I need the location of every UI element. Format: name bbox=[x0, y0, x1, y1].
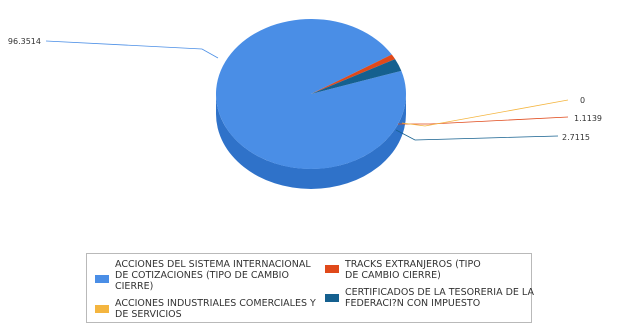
callout-line-acciones-sic bbox=[45, 40, 219, 59]
pie-slice-acciones-sic bbox=[216, 19, 407, 170]
callout-line-tracks-extranjeros bbox=[398, 116, 569, 125]
pie-slices bbox=[216, 19, 407, 170]
value-label-certificados-tesoreria: 2.7115 bbox=[562, 133, 590, 142]
legend-label-acciones-industriales: ACCIONES INDUSTRIALES COMERCIALES Y DE S… bbox=[115, 298, 316, 320]
legend-label-certificados-tesoreria: CERTIFICADOS DE LA TESORERIA DE LA FEDER… bbox=[345, 287, 534, 309]
value-label-acciones-sic: 96.3514 bbox=[8, 37, 41, 46]
legend-swatch-certificados-tesoreria bbox=[325, 294, 339, 302]
value-label-acciones-industriales: 0 bbox=[580, 96, 585, 105]
callout-line-acciones-industriales bbox=[401, 99, 569, 127]
pie-slice-certificados-tesoreria bbox=[311, 59, 402, 94]
callout-line-certificados-tesoreria bbox=[395, 129, 559, 141]
chart-legend: ACCIONES DEL SISTEMA INTERNACIONAL DE CO… bbox=[86, 253, 534, 323]
legend-label-tracks-extranjeros: TRACKS EXTRANJEROS (TIPO DE CAMBIO CIERR… bbox=[345, 259, 481, 281]
legend-label-acciones-sic: ACCIONES DEL SISTEMA INTERNACIONAL DE CO… bbox=[115, 259, 311, 292]
pie-chart: 96.3514 1.1139 0 2.7115 bbox=[8, 19, 602, 189]
legend-swatch-tracks-extranjeros bbox=[325, 265, 339, 273]
pie-sides bbox=[216, 94, 406, 189]
pie-side-acciones-sic bbox=[216, 94, 406, 189]
pie-callouts: 96.3514 1.1139 0 2.7115 bbox=[8, 37, 602, 142]
legend-swatch-acciones-industriales bbox=[95, 305, 109, 313]
value-label-tracks-extranjeros: 1.1139 bbox=[574, 114, 602, 123]
pie-slice-tracks-extranjeros bbox=[311, 54, 396, 94]
legend-swatch-acciones-sic bbox=[95, 275, 109, 283]
